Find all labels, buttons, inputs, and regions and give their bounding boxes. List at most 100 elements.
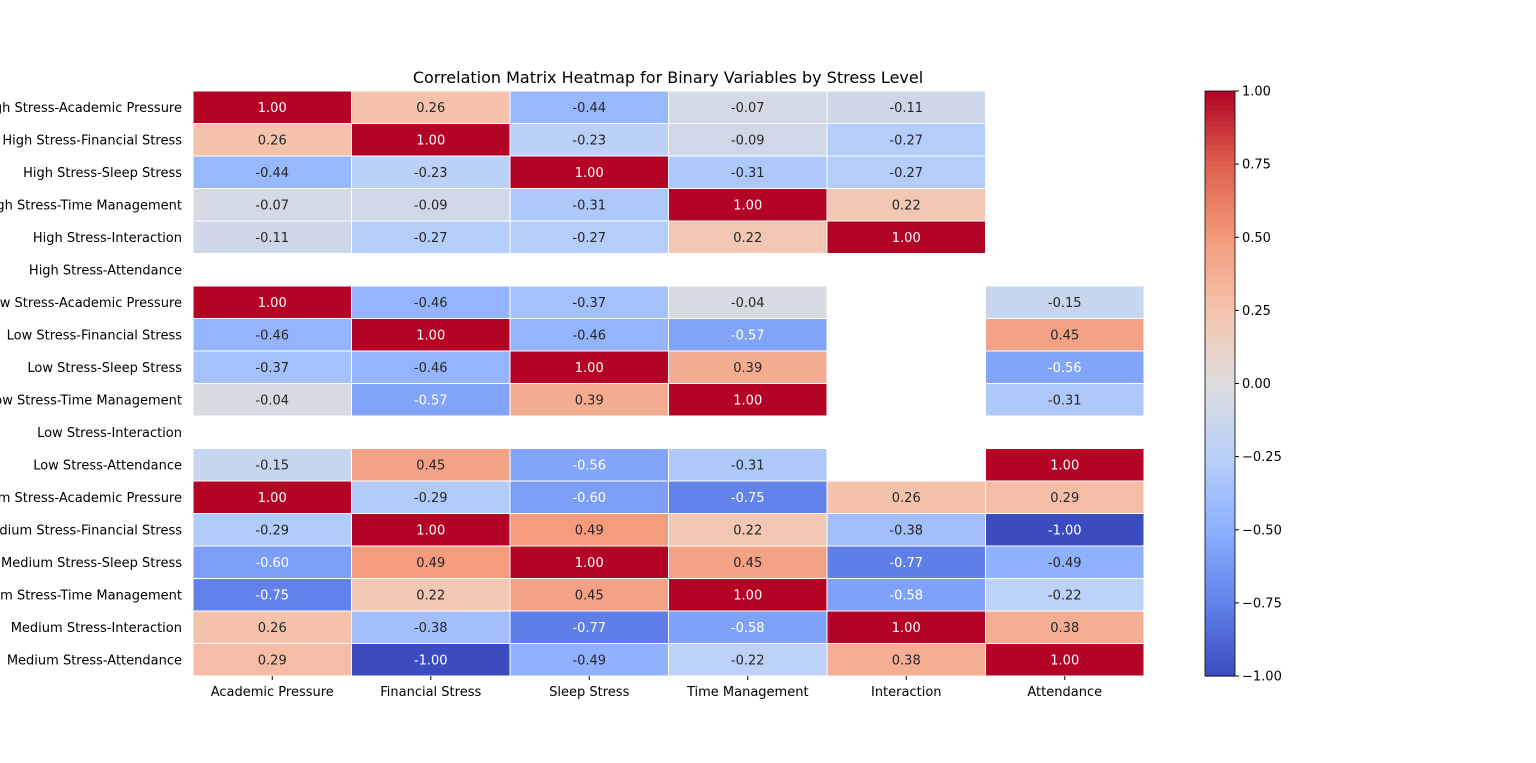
colorbar-segment xyxy=(1205,291,1235,297)
cell-value-label: 0.49 xyxy=(575,523,604,538)
cell-value-label: 0.39 xyxy=(733,361,762,376)
colorbar-segment xyxy=(1205,561,1235,567)
cell-value-label: -0.31 xyxy=(731,166,765,181)
column-tick-label: Sleep Stress xyxy=(549,685,629,700)
heatmap-cell xyxy=(509,643,669,677)
colorbar-segment xyxy=(1205,496,1235,502)
colorbar-segment xyxy=(1205,231,1235,237)
colorbar-segment xyxy=(1205,411,1235,417)
cell-value-label: -0.38 xyxy=(889,523,923,538)
cell-value-label: -0.31 xyxy=(731,458,765,473)
colorbar-segment xyxy=(1205,551,1235,557)
cell-value-label: 1.00 xyxy=(258,101,287,116)
colorbar-segment xyxy=(1205,506,1235,512)
heatmap-cell xyxy=(985,545,1145,579)
colorbar-segment xyxy=(1205,381,1235,387)
colorbar-segment xyxy=(1205,631,1235,637)
colorbar-segment xyxy=(1205,626,1235,632)
colorbar-segment xyxy=(1205,441,1235,447)
colorbar-segment xyxy=(1205,161,1235,167)
cell-value-label: -0.22 xyxy=(731,653,765,668)
row-tick-label: Medium Stress-Academic Pressure xyxy=(0,491,182,506)
colorbar-segment xyxy=(1205,646,1235,652)
heatmap-cell xyxy=(826,643,986,677)
cell-value-label: -0.75 xyxy=(731,491,765,506)
heatmap-cell xyxy=(509,285,669,319)
colorbar-segment xyxy=(1205,671,1235,677)
heatmap-cell xyxy=(192,610,352,644)
colorbar-segment xyxy=(1205,226,1235,232)
cell-value-label: 0.26 xyxy=(892,491,921,506)
colorbar-segment xyxy=(1205,281,1235,287)
heatmap-cell xyxy=(351,155,511,189)
cell-value-label: 0.22 xyxy=(416,588,445,603)
heatmap-cell xyxy=(509,383,669,417)
colorbar-segment xyxy=(1205,256,1235,262)
colorbar-segment xyxy=(1205,101,1235,107)
heatmap-cell xyxy=(668,285,828,319)
colorbar-tick-label: 0.75 xyxy=(1242,158,1271,173)
colorbar-segment xyxy=(1205,196,1235,202)
heatmap-cell xyxy=(351,220,511,254)
colorbar-segment xyxy=(1205,276,1235,282)
colorbar-segment xyxy=(1205,111,1235,117)
colorbar-segment xyxy=(1205,386,1235,392)
row-tick-label: Medium Stress-Attendance xyxy=(7,653,182,668)
colorbar-segment xyxy=(1205,406,1235,412)
colorbar-segment xyxy=(1205,306,1235,312)
colorbar-segment xyxy=(1205,461,1235,467)
colorbar-segment xyxy=(1205,376,1235,382)
heatmap-cell xyxy=(826,220,986,254)
cell-value-label: 0.22 xyxy=(733,231,762,246)
cell-value-label: -1.00 xyxy=(414,653,448,668)
colorbar-segment xyxy=(1205,591,1235,597)
colorbar-segment xyxy=(1205,141,1235,147)
colorbar-segment xyxy=(1205,146,1235,152)
colorbar-segment xyxy=(1205,401,1235,407)
colorbar-segment xyxy=(1205,116,1235,122)
cell-value-label: 1.00 xyxy=(733,588,762,603)
colorbar-segment xyxy=(1205,206,1235,212)
heatmap-cell xyxy=(826,188,986,222)
row-tick-label: Medium Stress-Interaction xyxy=(11,621,182,636)
heatmap-cell xyxy=(668,610,828,644)
heatmap-cell xyxy=(192,383,352,417)
colorbar-segment xyxy=(1205,536,1235,542)
cell-value-label: 0.45 xyxy=(733,556,762,571)
heatmap-cell xyxy=(509,610,669,644)
cell-value-label: 1.00 xyxy=(892,231,921,246)
cell-value-label: 1.00 xyxy=(416,133,445,148)
cell-value-label: 0.49 xyxy=(416,556,445,571)
cell-value-label: 0.29 xyxy=(258,653,287,668)
colorbar-tick-label: 1.00 xyxy=(1242,85,1271,100)
colorbar-segment xyxy=(1205,416,1235,422)
cell-value-label: -0.77 xyxy=(889,556,923,571)
heatmap-cell xyxy=(668,643,828,677)
column-tick-label: Academic Pressure xyxy=(211,685,334,700)
colorbar-segment xyxy=(1205,121,1235,127)
heatmap-cell xyxy=(351,643,511,677)
colorbar-segment xyxy=(1205,476,1235,482)
colorbar-tick-label: −0.75 xyxy=(1242,596,1282,611)
colorbar-segment xyxy=(1205,636,1235,642)
heatmap-cell xyxy=(509,188,669,222)
colorbar-segment xyxy=(1205,366,1235,372)
colorbar-segment xyxy=(1205,236,1235,242)
heatmap-cell xyxy=(668,155,828,189)
colorbar-segment xyxy=(1205,221,1235,227)
colorbar-segment xyxy=(1205,271,1235,277)
heatmap-cell xyxy=(351,285,511,319)
heatmap-cell xyxy=(192,578,352,612)
colorbar-segment xyxy=(1205,351,1235,357)
cell-value-label: 1.00 xyxy=(258,491,287,506)
cell-value-label: 1.00 xyxy=(416,328,445,343)
colorbar-segment xyxy=(1205,346,1235,352)
cell-value-label: -0.29 xyxy=(255,523,289,538)
column-tick-label: Financial Stress xyxy=(380,685,481,700)
colorbar-segment xyxy=(1205,131,1235,137)
colorbar-segment xyxy=(1205,156,1235,162)
colorbar-segment xyxy=(1205,391,1235,397)
heatmap-cell xyxy=(509,513,669,547)
cell-value-label: -0.49 xyxy=(572,653,606,668)
